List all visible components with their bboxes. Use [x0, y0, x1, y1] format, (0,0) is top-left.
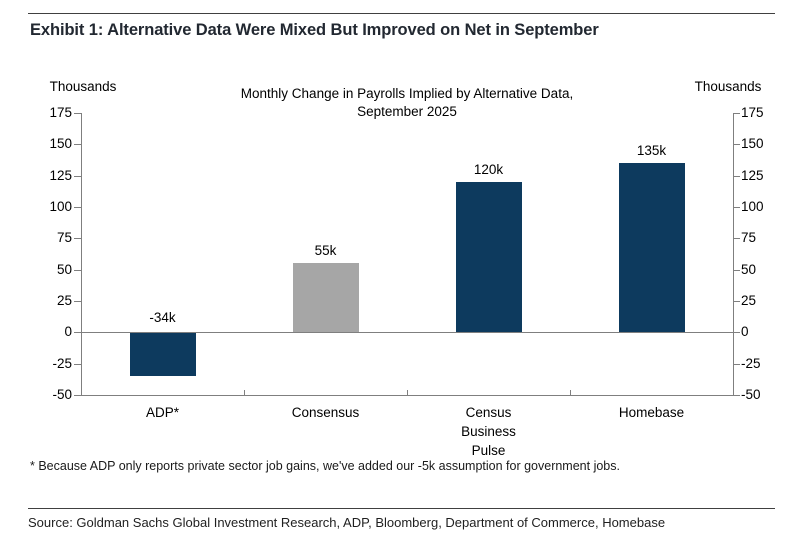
y-tick-left [74, 364, 81, 365]
y-tick-right [733, 176, 740, 177]
source-line: Source: Goldman Sachs Global Investment … [28, 515, 666, 530]
y-tick-label-left: -25 [52, 356, 72, 371]
y-tick-right [733, 270, 740, 271]
value-label-consensus: 55k [314, 243, 337, 258]
y-tick-label-left: 0 [64, 324, 72, 339]
y-tick-label-right: -25 [741, 356, 761, 371]
y-tick-right [733, 364, 740, 365]
x-category-label-consensus: Consensus [291, 405, 360, 420]
y-tick-left [74, 176, 81, 177]
y-tick-label-left: 25 [56, 293, 72, 308]
y-tick-right [733, 144, 740, 145]
bar-census-business-pulse [456, 182, 522, 332]
y-tick-label-right: 75 [741, 230, 757, 245]
zero-line [81, 332, 733, 333]
top-rule [28, 13, 775, 14]
exhibit-title: Exhibit 1: Alternative Data Were Mixed B… [30, 21, 599, 39]
y-tick-left [74, 395, 81, 396]
y-tick-label-right: 50 [741, 262, 757, 277]
y-axis-unit-right: Thousands [694, 79, 762, 94]
y-tick-label-left: 175 [49, 105, 72, 120]
y-tick-label-left: 100 [49, 199, 72, 214]
x-axis-bottom [81, 395, 734, 396]
y-tick-right [733, 238, 740, 239]
bar-consensus [293, 263, 359, 332]
y-tick-left [74, 238, 81, 239]
y-tick-right [733, 301, 740, 302]
y-tick-label-left: 75 [56, 230, 72, 245]
x-boundary-tick [570, 390, 571, 395]
y-tick-label-right: 25 [741, 293, 757, 308]
y-tick-left [74, 207, 81, 208]
y-tick-label-left: 150 [49, 136, 72, 151]
bar-adp [130, 333, 196, 376]
y-tick-label-right: 175 [741, 105, 764, 120]
chart-title-line2: September 2025 [357, 104, 457, 119]
y-axis-right [733, 113, 734, 396]
y-tick-left [74, 301, 81, 302]
y-tick-label-right: 150 [741, 136, 764, 151]
y-tick-left [74, 144, 81, 145]
y-axis-unit-left: Thousands [49, 79, 117, 94]
y-tick-label-left: 50 [56, 262, 72, 277]
y-tick-label-left: 125 [49, 168, 72, 183]
y-tick-right [733, 113, 740, 114]
y-tick-left [74, 270, 81, 271]
x-boundary-tick [407, 390, 408, 395]
chart-title-line1: Monthly Change in Payrolls Implied by Al… [240, 86, 574, 101]
y-tick-label-right: 100 [741, 199, 764, 214]
y-tick-right [733, 395, 740, 396]
x-category-label-homebase: Homebase [618, 405, 685, 420]
y-tick-label-right: 125 [741, 168, 764, 183]
value-label-adp: -34k [149, 310, 176, 325]
y-tick-label-right: 0 [741, 324, 749, 339]
value-label-census-business-pulse: 120k [473, 162, 504, 177]
y-axis-left [81, 113, 82, 395]
x-category-label-adp: ADP* [145, 405, 179, 420]
footnote: * Because ADP only reports private secto… [30, 459, 620, 473]
x-category-label-census-business-pulse: Census Business Pulse [461, 405, 516, 458]
y-tick-right [733, 332, 740, 333]
x-boundary-tick [244, 390, 245, 395]
bar-homebase [619, 163, 685, 332]
y-tick-right [733, 207, 740, 208]
y-tick-left [74, 113, 81, 114]
chart-title: Monthly Change in Payrolls Implied by Al… [81, 85, 733, 121]
y-tick-label-left: -50 [52, 387, 72, 402]
y-tick-label-right: -50 [741, 387, 761, 402]
y-tick-left [74, 332, 81, 333]
bottom-rule [28, 508, 775, 509]
value-label-homebase: 135k [636, 143, 667, 158]
